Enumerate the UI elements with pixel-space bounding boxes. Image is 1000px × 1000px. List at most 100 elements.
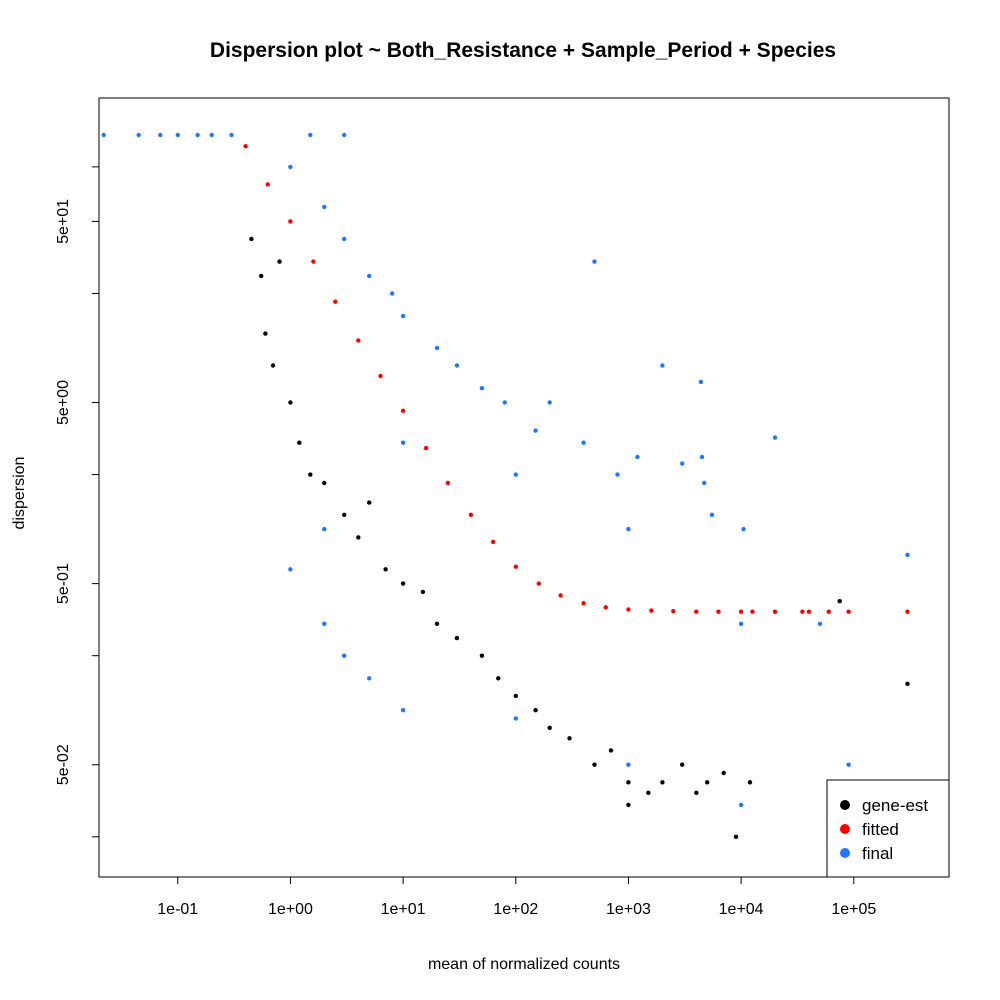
final-point	[400, 313, 406, 319]
chart-title: Dispersion plot ~ Both_Resistance + Samp…	[210, 39, 836, 62]
fitted-point	[800, 609, 805, 614]
fitted-point	[826, 609, 831, 614]
gene-est-point	[513, 693, 518, 699]
fitted-point	[626, 607, 631, 612]
fitted-point	[694, 609, 699, 614]
gene-est-point	[367, 500, 372, 505]
final-point	[175, 132, 180, 138]
gene-est-point	[660, 780, 665, 785]
gene-est-point	[479, 653, 485, 658]
final-point	[615, 472, 620, 477]
fitted-point	[905, 609, 910, 614]
gene-est-point	[680, 762, 685, 767]
final-point	[635, 454, 640, 460]
gene-est-point	[383, 567, 388, 572]
fitted-point	[536, 581, 541, 586]
legend: gene-est fitted final	[826, 779, 950, 878]
final-point	[738, 621, 744, 626]
final-point	[195, 132, 200, 138]
final-point	[513, 472, 518, 477]
y-tick-label: 5e+00	[55, 380, 72, 425]
final-point	[322, 204, 327, 210]
legend-marker	[840, 848, 850, 858]
final-point	[547, 400, 552, 405]
final-point	[308, 132, 313, 138]
gene-est-point	[496, 676, 501, 681]
gene-est-point	[592, 762, 597, 767]
final-point	[772, 435, 778, 440]
gene-est-point	[646, 790, 651, 795]
x-tick-label: 1e+03	[606, 901, 651, 918]
fitted-point	[738, 609, 744, 614]
final-point	[400, 708, 406, 713]
fitted-point	[772, 609, 778, 614]
final-point	[229, 132, 234, 138]
final-point	[702, 480, 707, 486]
gene-est-point	[263, 331, 268, 336]
final-point	[342, 653, 347, 658]
fitted-point	[558, 593, 563, 598]
final-point	[738, 802, 744, 808]
fitted-point	[513, 564, 518, 569]
gene-est-point	[567, 736, 572, 741]
legend-label: gene-est	[862, 796, 928, 815]
gene-est-point	[608, 748, 614, 753]
final-point	[502, 400, 507, 405]
final-point	[342, 236, 347, 242]
x-tick-label: 1e-01	[157, 901, 198, 918]
legend-box	[826, 779, 950, 878]
gene-est-point	[721, 770, 726, 776]
final-point	[626, 526, 631, 532]
gene-est-point	[322, 480, 327, 486]
final-point	[367, 676, 372, 681]
fitted-point	[378, 373, 383, 379]
fitted-point	[806, 609, 812, 614]
gene-est-point	[420, 589, 426, 595]
fitted-point	[333, 299, 338, 304]
gene-est-point	[308, 472, 313, 477]
y-axis-label: dispersion	[11, 457, 28, 530]
final-point	[698, 379, 704, 385]
gene-est-point	[705, 780, 710, 785]
fitted-point	[288, 219, 293, 224]
fitted-point	[423, 445, 429, 451]
final-point	[533, 428, 538, 433]
axes-layer: 1e-01 1e+00 1e+01 1e+02 1e+03 1e+04 1e+05 5e-02…	[55, 166, 876, 918]
gene-est-point	[547, 725, 552, 730]
fitted-point	[750, 609, 755, 614]
gene-est-point	[837, 599, 842, 604]
final-point	[699, 454, 705, 460]
y-tick-label: 5e+01	[55, 199, 72, 244]
x-tick-label: 1e+02	[493, 901, 538, 918]
gene-est-point	[288, 400, 293, 405]
gene-est-point	[270, 363, 276, 368]
fitted-point	[581, 601, 586, 606]
final-point	[709, 512, 715, 517]
fitted-point	[671, 609, 676, 614]
plot-border	[98, 97, 950, 878]
final-point	[101, 132, 106, 138]
gene-est-point	[454, 635, 460, 641]
x-axis-label: mean of normalized counts	[428, 956, 620, 973]
final-point	[400, 440, 406, 445]
gene-est-point	[533, 708, 538, 713]
final-point	[581, 440, 586, 445]
final-point	[434, 345, 440, 351]
gene-est-point	[434, 621, 440, 626]
gene-est-point	[259, 273, 264, 279]
gene-est-point	[747, 780, 753, 785]
final-point	[513, 716, 518, 721]
final-point	[136, 132, 141, 138]
gene-est-point	[626, 802, 631, 808]
x-tick-label: 1e+01	[381, 901, 426, 918]
final-point	[454, 363, 460, 368]
fitted-point	[445, 480, 451, 486]
final-point	[817, 621, 823, 626]
gene-est-point	[733, 834, 739, 839]
gene-est-point	[626, 780, 631, 785]
x-tick-label: 1e+05	[831, 901, 876, 918]
fitted-point	[846, 609, 851, 614]
final-point	[592, 259, 597, 264]
